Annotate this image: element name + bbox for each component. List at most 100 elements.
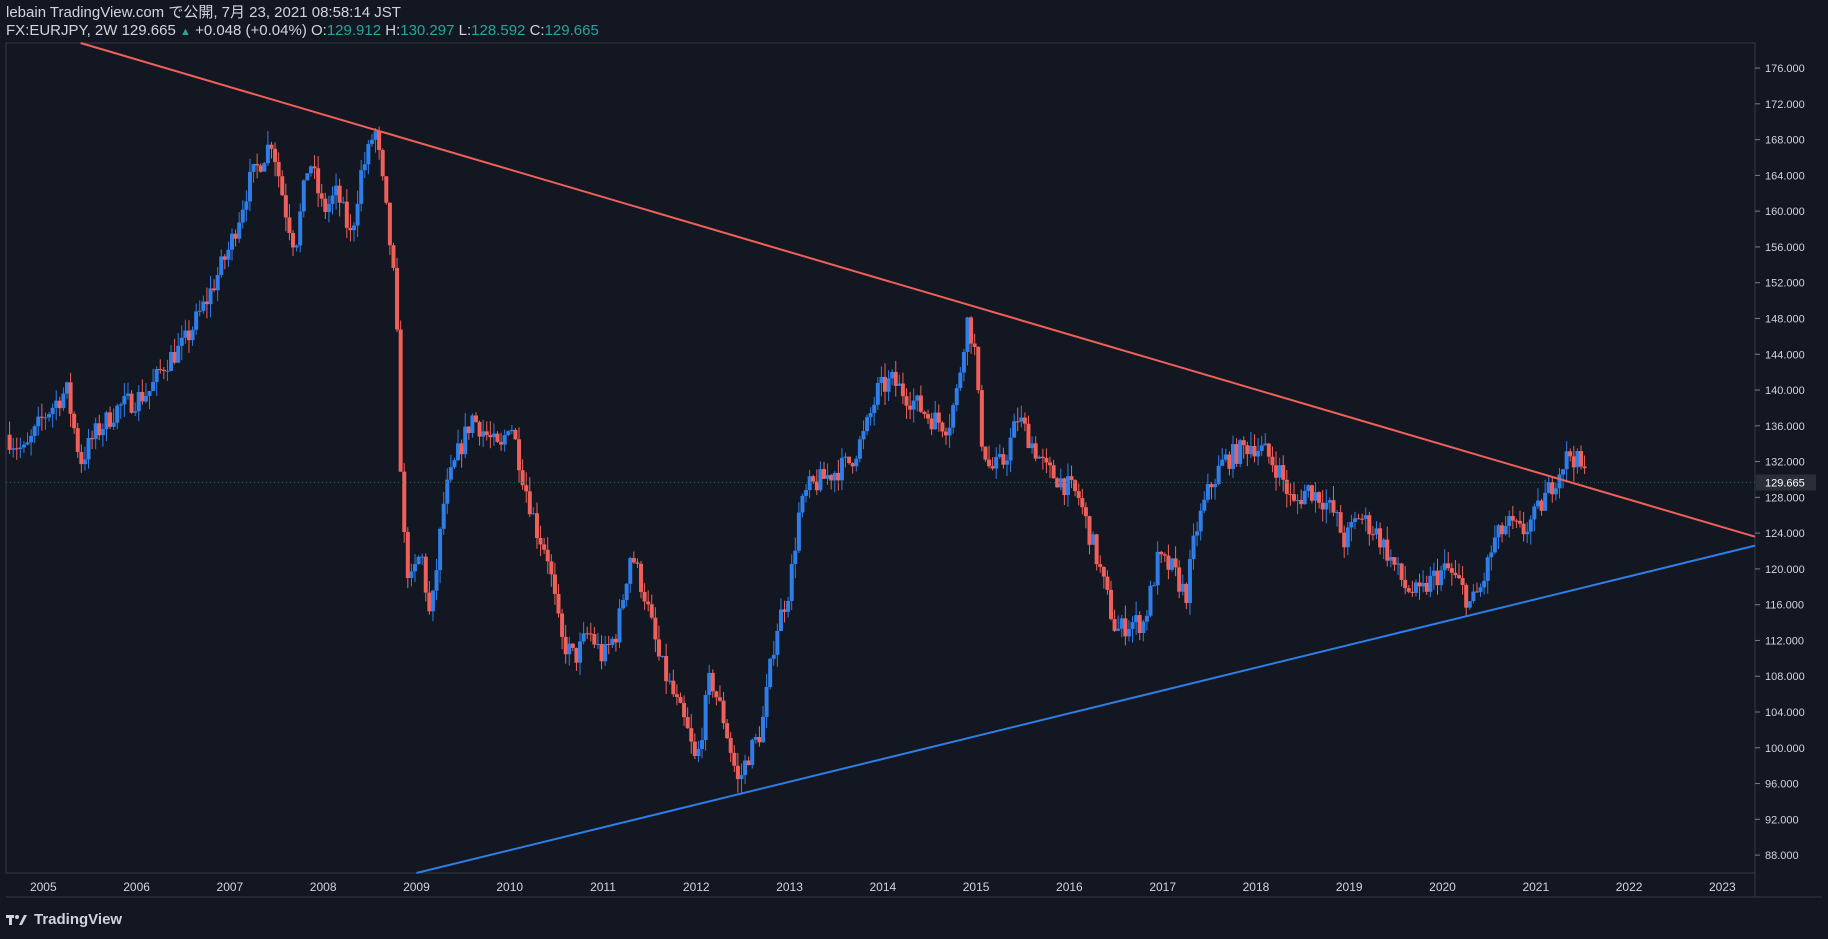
tradingview-logo-icon — [6, 914, 27, 925]
candle-body — [133, 411, 138, 413]
brand-name: TradingView — [34, 911, 123, 928]
candle-body — [610, 638, 615, 646]
candle-body — [312, 166, 317, 169]
candle-body — [1083, 507, 1088, 517]
candle-body — [136, 391, 141, 412]
candle-body — [319, 193, 324, 199]
candle-body — [804, 490, 809, 496]
open-value: 129.912 — [326, 22, 382, 39]
candle-body — [1213, 483, 1218, 488]
candle-body — [782, 609, 787, 612]
candle-body — [111, 422, 116, 427]
candle-body — [1446, 563, 1451, 569]
x-tick-label: 2011 — [590, 880, 616, 894]
candle-body — [911, 400, 916, 410]
candle-body — [703, 694, 708, 741]
candle-body — [47, 414, 52, 418]
x-tick-label: 2017 — [1149, 880, 1176, 894]
candle-body — [534, 513, 539, 538]
candle-body — [1525, 531, 1530, 535]
candle-body — [430, 590, 435, 612]
candle-body — [778, 609, 783, 631]
y-tick-label: 108.000 — [1765, 671, 1805, 683]
candle-body — [1388, 557, 1393, 561]
last-price: 129.665 — [121, 22, 176, 39]
candle-body — [301, 180, 306, 212]
support-trendline — [416, 544, 1756, 874]
candle-body — [265, 144, 270, 164]
candle-body — [556, 594, 561, 614]
candle-body — [954, 388, 959, 406]
candle-body — [829, 475, 834, 481]
candle-body — [1410, 591, 1415, 593]
candle-body — [1543, 492, 1548, 511]
candle-body — [714, 691, 719, 698]
candle-body — [380, 149, 385, 177]
candle-body — [1205, 484, 1210, 500]
candle-body — [1564, 451, 1569, 470]
candle-body — [886, 378, 891, 392]
candle-body — [291, 232, 296, 248]
candle-body — [929, 418, 934, 430]
candle-body — [728, 738, 733, 753]
candle-body — [628, 558, 633, 584]
candle-body — [1457, 575, 1462, 579]
candle-body — [958, 372, 963, 389]
candle-body — [549, 561, 554, 575]
x-tick-label: 2007 — [217, 880, 244, 894]
candle-body — [143, 395, 148, 402]
low-label: L: — [458, 22, 472, 39]
candle-body — [1170, 558, 1174, 570]
candle-body — [796, 512, 801, 551]
candle-body — [344, 201, 349, 228]
brand-logo: TradingView — [6, 911, 122, 928]
candle-body — [1528, 519, 1533, 532]
candle-body — [1374, 528, 1379, 535]
candle-body — [341, 201, 346, 203]
candle-body — [1216, 465, 1221, 484]
candle-body — [1295, 499, 1300, 501]
candle-body — [1266, 443, 1271, 457]
candle-body — [904, 396, 909, 406]
candle-body — [567, 643, 572, 655]
candle-body — [793, 550, 798, 564]
candle-body — [1116, 628, 1121, 631]
candle-body — [1439, 570, 1444, 586]
candle-body — [1055, 478, 1060, 488]
candle-body — [1245, 445, 1250, 455]
candle-body — [1503, 526, 1508, 535]
candle-body — [1571, 456, 1576, 468]
candle-body — [563, 636, 568, 655]
candle-body — [14, 448, 19, 450]
candle-body — [1324, 502, 1329, 510]
candle-body — [240, 209, 245, 223]
candle-body — [1291, 494, 1296, 501]
candle-body — [1464, 584, 1469, 608]
candle-body — [1453, 572, 1458, 576]
candle-body — [1424, 582, 1429, 592]
candle-body — [509, 429, 514, 432]
candle-body — [384, 176, 389, 203]
candle-body — [1026, 423, 1031, 449]
x-tick-label: 2012 — [683, 880, 710, 894]
candle-body — [1568, 451, 1573, 457]
candle-body — [1015, 421, 1020, 423]
candle-body — [1001, 454, 1006, 465]
candle-body — [1162, 554, 1167, 556]
candle-body — [1392, 557, 1397, 565]
candle-body — [1561, 469, 1566, 475]
candle-body — [1518, 520, 1523, 524]
candle-body — [1381, 539, 1386, 548]
candle-body — [373, 131, 378, 140]
close-value: 129.665 — [544, 22, 599, 39]
candle-body — [352, 225, 357, 231]
candle-body — [219, 256, 224, 276]
candle-body — [441, 503, 446, 529]
candle-body — [847, 456, 852, 464]
candle-body — [1037, 456, 1042, 459]
candle-body — [710, 672, 715, 692]
candle-body — [1578, 451, 1583, 467]
candle-body — [1159, 551, 1164, 555]
candle-body — [990, 466, 995, 469]
